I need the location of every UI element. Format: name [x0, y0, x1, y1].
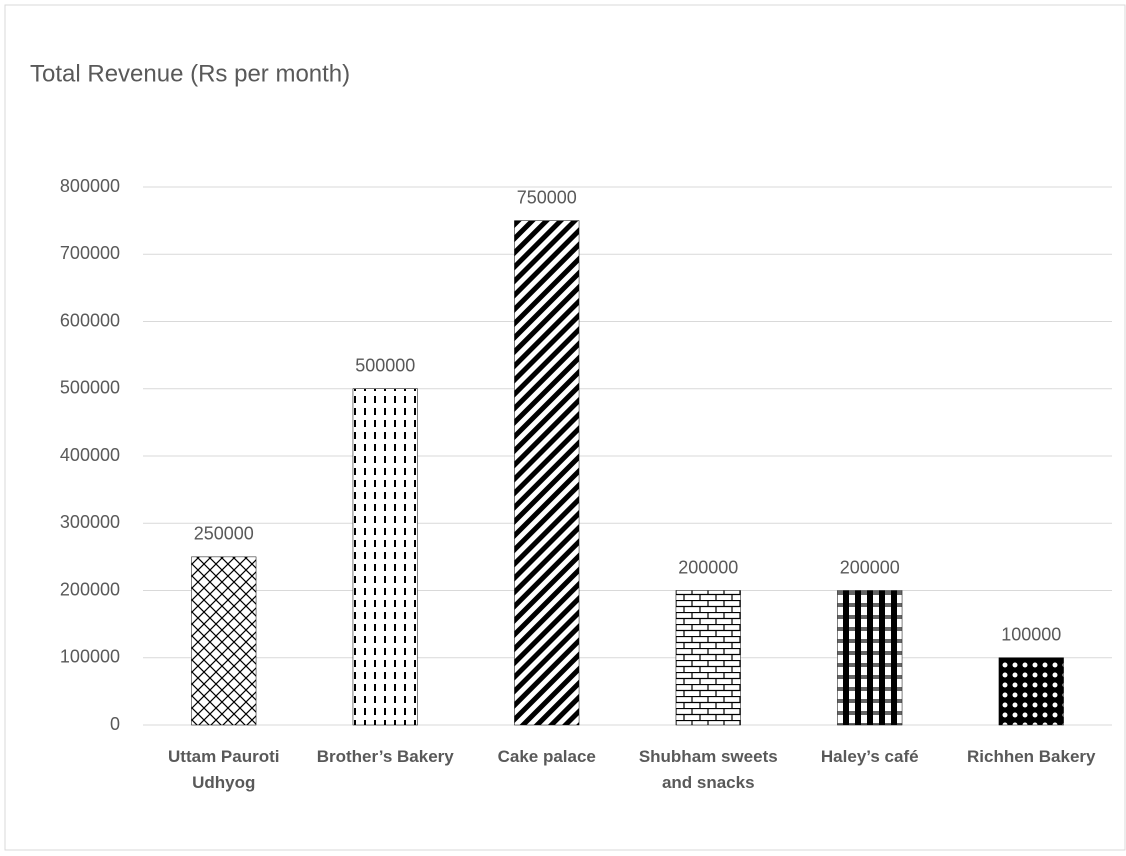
y-tick-label: 800000 [60, 176, 120, 196]
x-tick-label: Uttam Pauroti Udhyog [168, 747, 280, 792]
data-label: 200000 [678, 557, 738, 577]
y-tick-label: 0 [110, 714, 120, 734]
bar [837, 590, 903, 726]
y-tick-label: 700000 [60, 243, 120, 263]
x-tick-label-box: Haley’s café [820, 747, 919, 766]
bar [998, 657, 1064, 726]
data-label: 250000 [194, 524, 254, 544]
x-tick-label-box: Brother’s Bakery [316, 747, 454, 766]
x-tick-label: Richhen Bakery [967, 747, 1096, 766]
x-tick-label: Haley’s café [820, 747, 919, 766]
data-label: 100000 [1001, 625, 1061, 645]
data-label: 750000 [517, 187, 577, 207]
y-tick-label: 300000 [60, 512, 120, 532]
data-label: 500000 [355, 356, 415, 376]
y-tick-label: 100000 [60, 647, 120, 667]
bar [352, 388, 418, 726]
x-tick-label-box: Richhen Bakery [967, 747, 1096, 766]
x-tick-label-box: Uttam Pauroti Udhyog [168, 747, 280, 792]
y-tick-label: 600000 [60, 310, 120, 330]
x-tick-label: Brother’s Bakery [316, 747, 454, 766]
x-tick-label: Cake palace [497, 747, 596, 766]
chart-title: Total Revenue (Rs per month) [30, 60, 350, 87]
y-tick-label: 200000 [60, 579, 120, 599]
y-tick-label: 400000 [60, 445, 120, 465]
data-label: 200000 [840, 557, 900, 577]
bar [675, 590, 741, 726]
bar [191, 556, 257, 726]
bar [514, 220, 580, 726]
y-tick-label: 500000 [60, 378, 120, 398]
x-tick-label-box: Shubham sweets and snacks [638, 747, 778, 792]
x-tick-label-box: Cake palace [497, 747, 596, 766]
x-tick-label: Shubham sweets and snacks [638, 747, 778, 792]
